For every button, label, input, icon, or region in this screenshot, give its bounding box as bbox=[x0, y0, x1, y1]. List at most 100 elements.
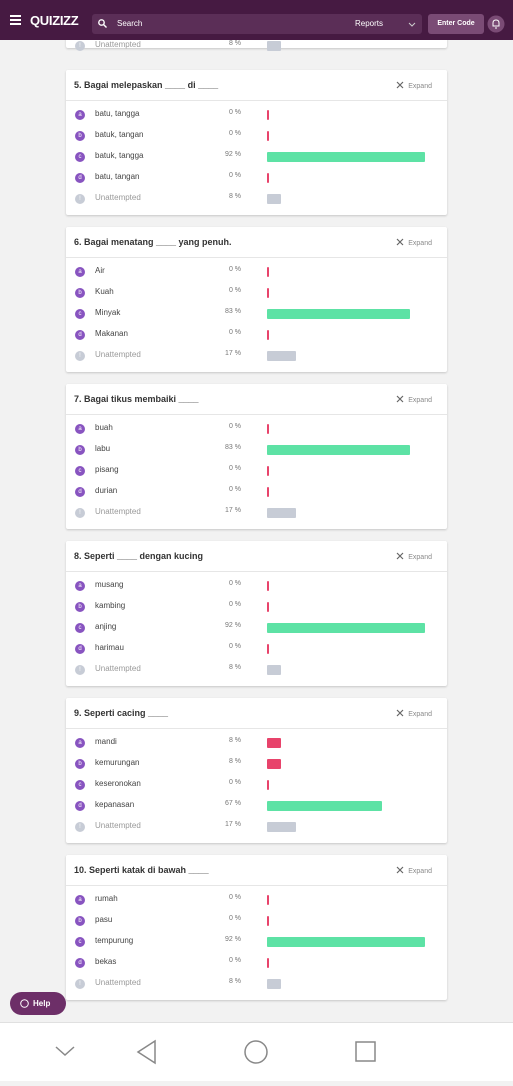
expand-button[interactable]: Expand bbox=[396, 552, 432, 561]
option-bar bbox=[267, 41, 281, 51]
question-card: 6. Bagai menatang ____ yang penuh. Expand… bbox=[66, 227, 447, 372]
option-bar bbox=[267, 110, 269, 120]
option-bar bbox=[267, 351, 297, 361]
question-title: 8. Seperti ____ dengan kucing bbox=[74, 551, 204, 561]
option-letter: a bbox=[75, 424, 85, 434]
option-row: c pisang 0 % bbox=[66, 464, 447, 478]
option-bar bbox=[267, 152, 426, 162]
option-text: buah bbox=[95, 423, 113, 432]
nav-down[interactable] bbox=[55, 1046, 75, 1057]
question-title: 5. Bagai melepaskan ____ di ____ bbox=[74, 80, 219, 90]
help-label: Help bbox=[33, 999, 51, 1008]
divider bbox=[66, 728, 447, 729]
option-row: ! Unattempted 8 % bbox=[66, 192, 447, 206]
option-row: c anjing 92 % bbox=[66, 621, 447, 635]
nav-recent[interactable] bbox=[355, 1041, 376, 1062]
question-card: 8. Seperti ____ dengan kucing Expand a musa… bbox=[66, 541, 447, 686]
option-bar bbox=[267, 267, 269, 277]
option-row: d batu, tangan 0 % bbox=[66, 171, 447, 185]
option-letter: d bbox=[75, 644, 85, 654]
option-row: c Minyak 83 % bbox=[66, 307, 447, 321]
option-bar bbox=[267, 602, 269, 612]
search-box[interactable]: Search Reports bbox=[92, 14, 422, 34]
search-placeholder: Search bbox=[117, 19, 143, 28]
option-text: labu bbox=[95, 444, 111, 453]
header: QUIZIZZ Search Reports Enter Code bbox=[0, 0, 513, 40]
reports[interactable]: Reports bbox=[355, 19, 384, 28]
option-row: b Kuah 0 % bbox=[66, 286, 447, 300]
expand-label: Expand bbox=[408, 240, 432, 247]
option-row: b kambing 0 % bbox=[66, 600, 447, 614]
option-percent: 8 % bbox=[228, 758, 241, 765]
expand-icon bbox=[396, 81, 404, 89]
brand[interactable]: QUIZIZZ bbox=[30, 13, 79, 28]
expand-button[interactable]: Expand bbox=[396, 81, 432, 90]
option-percent: 0 % bbox=[228, 287, 241, 294]
option-row: a buah 0 % bbox=[66, 422, 447, 436]
bell[interactable] bbox=[487, 15, 505, 33]
option-row: c batuk, tangga 92 % bbox=[66, 150, 447, 164]
expand-icon bbox=[396, 395, 404, 403]
option-letter: b bbox=[75, 445, 85, 455]
option-percent: 0 % bbox=[228, 957, 241, 964]
option-letter: b bbox=[75, 759, 85, 769]
option-text: Unattempted bbox=[95, 350, 141, 359]
menu-icon[interactable] bbox=[10, 15, 22, 25]
option-letter: c bbox=[75, 937, 85, 947]
question-title: 9. Seperti cacing ____ bbox=[74, 708, 169, 718]
option-bar bbox=[267, 330, 269, 340]
enter-code[interactable]: Enter Code bbox=[428, 14, 484, 34]
option-bar bbox=[267, 665, 281, 675]
option-text: kemurungan bbox=[95, 758, 140, 767]
expand-icon bbox=[396, 709, 404, 717]
option-row: d kepanasan 67 % bbox=[66, 799, 447, 813]
option-text: batuk, tangga bbox=[95, 151, 144, 160]
question-card: 9. Seperti cacing ____ Expand a mandi 8 % b ke… bbox=[66, 698, 447, 843]
option-row: ! Unattempted 8 % bbox=[66, 39, 447, 53]
option-row: d bekas 0 % bbox=[66, 956, 447, 970]
divider bbox=[66, 885, 447, 886]
option-percent: 83 % bbox=[225, 308, 241, 315]
expand-button[interactable]: Expand bbox=[396, 395, 432, 404]
option-letter: c bbox=[75, 152, 85, 162]
expand-icon bbox=[396, 552, 404, 560]
option-bar bbox=[267, 424, 269, 434]
option-row: ! Unattempted 17 % bbox=[66, 820, 447, 834]
option-row: a Air 0 % bbox=[66, 265, 447, 279]
option-percent: 0 % bbox=[228, 172, 241, 179]
option-text: Kuah bbox=[95, 287, 114, 296]
option-bar bbox=[267, 822, 297, 832]
option-percent: 0 % bbox=[228, 423, 241, 430]
help-button[interactable]: Help bbox=[10, 992, 66, 1015]
option-letter: ! bbox=[75, 351, 85, 361]
divider bbox=[66, 571, 447, 572]
option-text: rumah bbox=[95, 894, 118, 903]
option-percent: 92 % bbox=[225, 622, 241, 629]
option-percent: 0 % bbox=[228, 329, 241, 336]
option-percent: 17 % bbox=[225, 821, 241, 828]
option-row: ! Unattempted 17 % bbox=[66, 506, 447, 520]
option-bar bbox=[267, 759, 281, 769]
help-icon bbox=[20, 999, 29, 1008]
option-percent: 0 % bbox=[228, 779, 241, 786]
option-text: Air bbox=[95, 266, 105, 275]
option-letter: ! bbox=[75, 665, 85, 675]
expand-button[interactable]: Expand bbox=[396, 709, 432, 718]
option-percent: 67 % bbox=[225, 800, 241, 807]
expand-button[interactable]: Expand bbox=[396, 866, 432, 875]
option-bar bbox=[267, 487, 269, 497]
option-row: a rumah 0 % bbox=[66, 893, 447, 907]
option-bar bbox=[267, 644, 269, 654]
option-bar bbox=[267, 581, 269, 591]
option-percent: 0 % bbox=[228, 109, 241, 116]
nav-back[interactable] bbox=[136, 1039, 156, 1065]
option-letter: b bbox=[75, 916, 85, 926]
option-text: Minyak bbox=[95, 308, 121, 317]
option-row: b batuk, tangan 0 % bbox=[66, 129, 447, 143]
nav-home[interactable] bbox=[244, 1040, 268, 1064]
expand-button[interactable]: Expand bbox=[396, 238, 432, 247]
option-percent: 17 % bbox=[225, 507, 241, 514]
option-letter: ! bbox=[75, 979, 85, 989]
option-bar bbox=[267, 445, 410, 455]
option-letter: c bbox=[75, 309, 85, 319]
